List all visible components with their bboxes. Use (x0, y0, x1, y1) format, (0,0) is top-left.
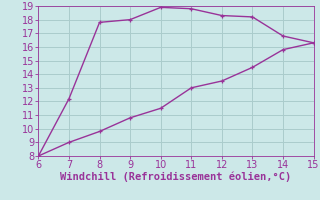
X-axis label: Windchill (Refroidissement éolien,°C): Windchill (Refroidissement éolien,°C) (60, 172, 292, 182)
